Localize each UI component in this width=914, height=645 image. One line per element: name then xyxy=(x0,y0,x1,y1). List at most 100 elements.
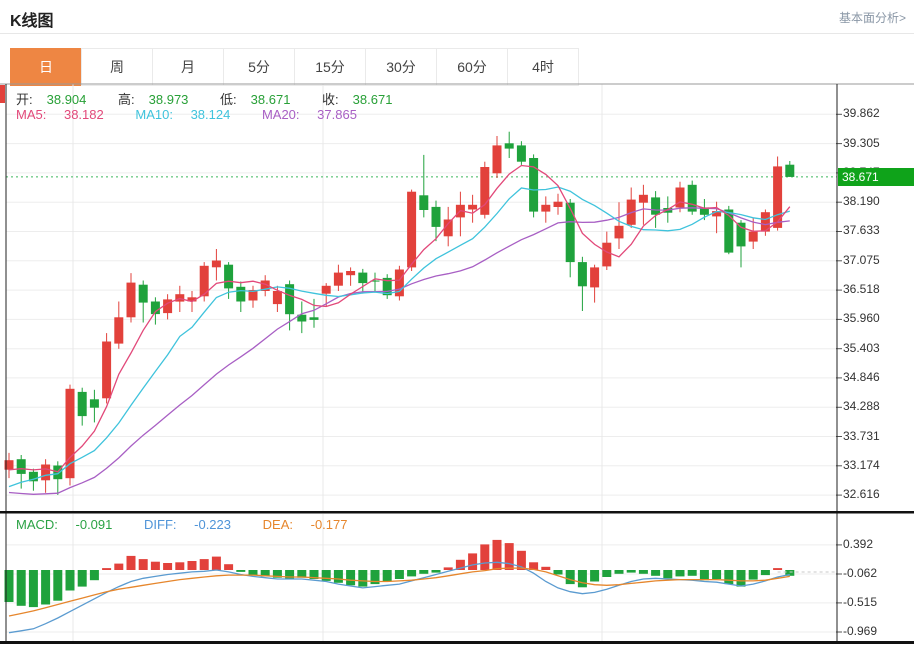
macd-bar xyxy=(382,570,392,582)
ma5-label: MA5: xyxy=(16,107,47,122)
tab-period-3[interactable]: 5分 xyxy=(223,48,295,86)
macd-bar xyxy=(687,570,697,576)
candle-body xyxy=(370,280,380,282)
macd-bar xyxy=(309,570,319,579)
price-tick-label: 39.305 xyxy=(843,136,880,150)
macd-bar xyxy=(53,570,63,601)
price-tick-label: 33.731 xyxy=(843,429,880,443)
candle-body xyxy=(77,391,87,417)
macd-bar xyxy=(760,570,770,576)
price-tick-label: 35.403 xyxy=(843,341,880,355)
ma10-line xyxy=(8,186,790,488)
candle-body xyxy=(187,297,197,302)
macd-bar xyxy=(529,562,539,570)
macd-bar xyxy=(114,563,124,570)
candle-body xyxy=(529,158,539,212)
macd-bar xyxy=(431,570,441,573)
macd-bar xyxy=(626,570,636,573)
macd-bar xyxy=(65,570,75,591)
fundamental-analysis-link[interactable]: 基本面分析> xyxy=(838,11,906,25)
low-label: 低: xyxy=(220,92,237,107)
macd-bar xyxy=(480,544,490,570)
candle-body xyxy=(358,272,368,284)
macd-tick-label: -0.969 xyxy=(843,624,878,638)
price-tick-label: 37.633 xyxy=(843,223,880,237)
macd-bar xyxy=(28,570,38,608)
macd-bar xyxy=(773,568,783,570)
last-price-badge: 38.671 xyxy=(838,168,914,186)
candle-body xyxy=(431,206,441,227)
macd-bar xyxy=(407,570,417,577)
period-tabbar: 日周月 5分 15分 30分 60分 4时 xyxy=(10,48,579,86)
candle-body xyxy=(41,464,51,481)
macd-bar xyxy=(175,562,185,570)
candle-body xyxy=(394,269,404,297)
macd-bar xyxy=(443,567,453,570)
page-title: K线图 xyxy=(10,13,54,30)
candle-body xyxy=(760,212,770,232)
candle-body xyxy=(468,204,478,210)
macd-bar xyxy=(590,570,600,582)
tab-period-5[interactable]: 30分 xyxy=(365,48,437,86)
macd-bar xyxy=(224,564,234,570)
macd-bar xyxy=(638,570,648,574)
macd-tick-label: -0.515 xyxy=(843,595,878,609)
ma10-value: 38.124 xyxy=(190,107,231,122)
candle-body xyxy=(150,301,160,315)
candle-body xyxy=(236,286,246,302)
macd-bar xyxy=(272,570,282,578)
tab-period-2[interactable]: 月 xyxy=(152,48,224,86)
macd-bar xyxy=(541,566,551,570)
price-tick-label: 39.862 xyxy=(843,106,880,120)
tab-period-1[interactable]: 周 xyxy=(81,48,153,86)
tab-period-6[interactable]: 60分 xyxy=(436,48,508,86)
macd-bar xyxy=(102,568,112,570)
ma20-line xyxy=(8,207,790,495)
macd-value: -0.091 xyxy=(75,517,113,532)
candle-body xyxy=(724,209,734,253)
macd-bar xyxy=(333,570,343,583)
macd-bar xyxy=(358,570,368,587)
price-tick-label: 33.174 xyxy=(843,458,880,472)
candle-body xyxy=(492,145,502,174)
candle-body xyxy=(553,201,563,207)
macd-bar xyxy=(675,570,685,577)
candle-body xyxy=(272,291,282,305)
macd-bar xyxy=(346,570,356,586)
chart-bottom-border xyxy=(0,641,914,644)
candle-body xyxy=(333,272,343,286)
candle-body xyxy=(590,267,600,288)
ma-legend: MA5: 38.182 MA10: 38.124 MA20: 37.865 xyxy=(16,107,385,122)
close-value: 38.671 xyxy=(352,92,393,107)
candle-body xyxy=(297,314,307,322)
macd-bar xyxy=(187,561,197,570)
price-tick-label: 34.846 xyxy=(843,370,880,384)
macd-bar xyxy=(150,561,160,570)
candle-body xyxy=(114,317,124,344)
price-tick-label: 35.960 xyxy=(843,311,880,325)
tab-period-7[interactable]: 4时 xyxy=(507,48,579,86)
candle-body xyxy=(224,264,234,289)
candle-body xyxy=(126,282,136,318)
price-tick-label: 32.616 xyxy=(843,487,880,501)
ma20-label: MA20: xyxy=(261,107,300,122)
dea-label: DEA: xyxy=(262,517,293,532)
tab-period-4[interactable]: 15分 xyxy=(294,48,366,86)
macd-bar xyxy=(285,570,295,579)
candle-body xyxy=(419,195,429,210)
candle-body xyxy=(211,260,221,268)
candle-body xyxy=(407,191,417,268)
tab-period-0[interactable]: 日 xyxy=(10,48,82,86)
macd-bar xyxy=(89,570,99,581)
macd-bar xyxy=(199,559,209,570)
macd-bar xyxy=(126,555,136,570)
candle-body xyxy=(248,290,258,301)
macd-bar xyxy=(468,553,478,570)
diff-value: -0.223 xyxy=(194,517,232,532)
diff-label: DIFF: xyxy=(144,517,177,532)
candle-body xyxy=(504,143,514,149)
ma10-label: MA10: xyxy=(135,107,173,122)
price-tick-label: 36.518 xyxy=(843,282,880,296)
